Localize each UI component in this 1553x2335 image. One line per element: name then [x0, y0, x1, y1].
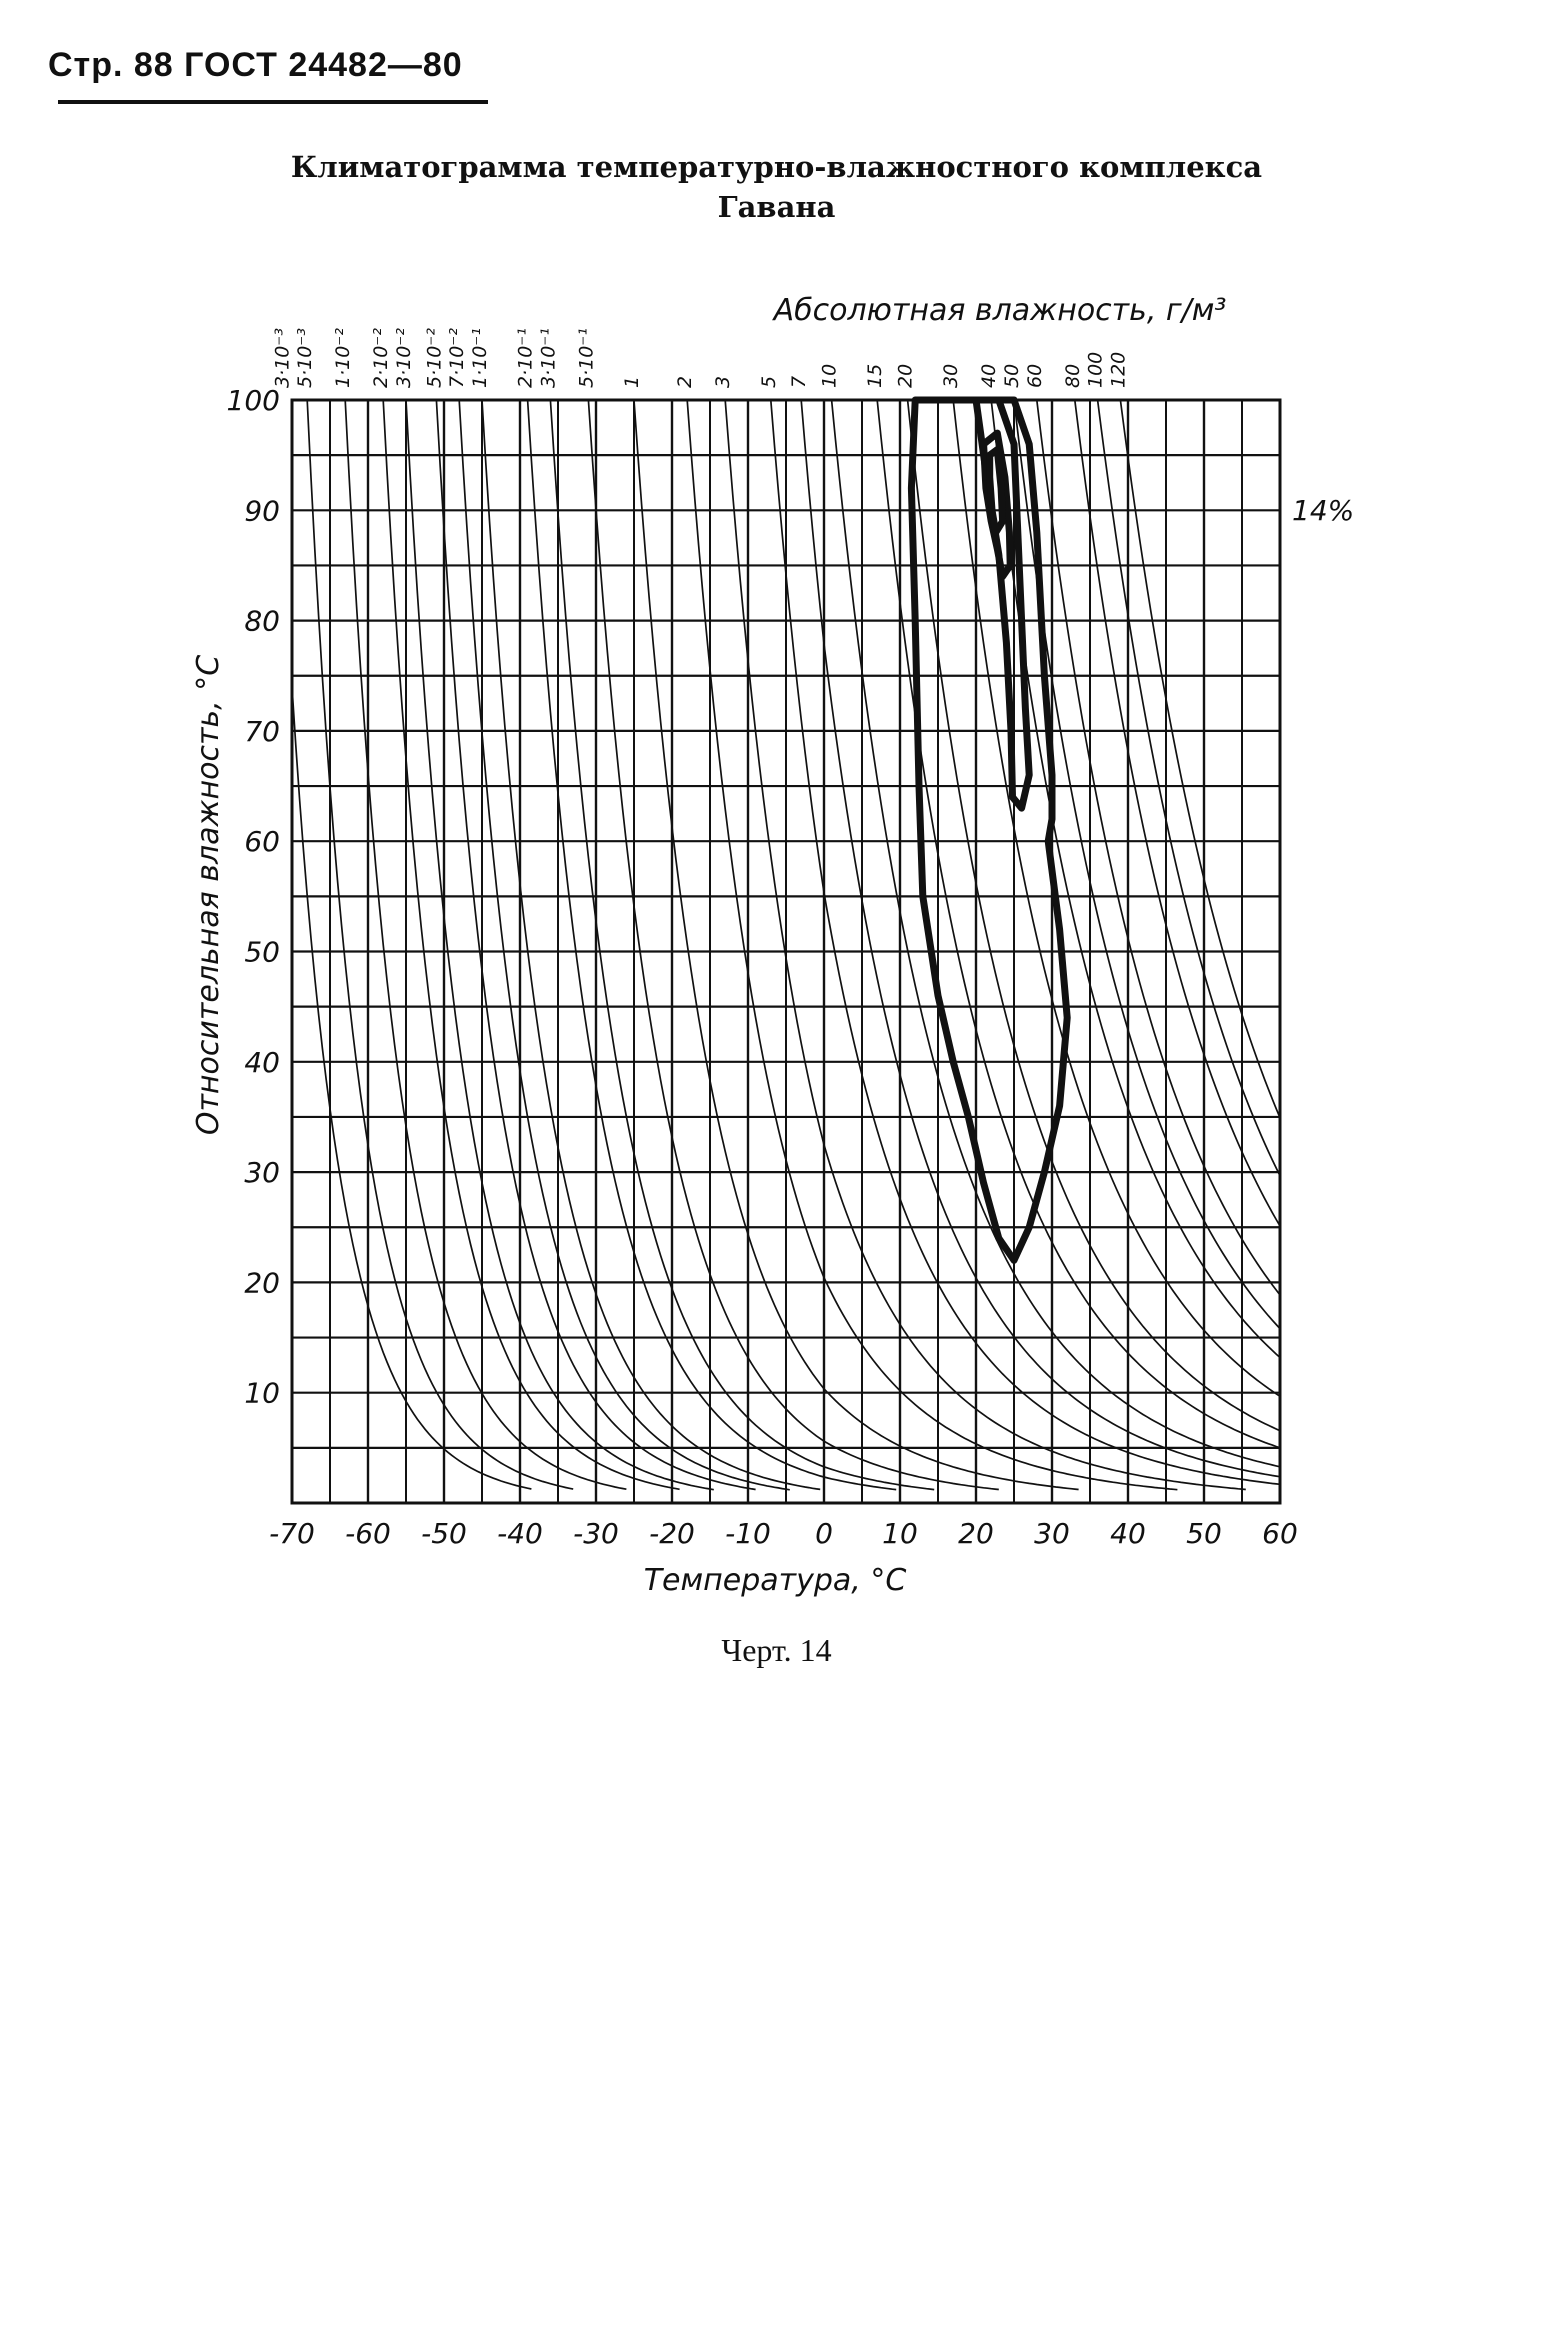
- y-tick-labels: 10 20 30 40 50 60 70 80 90 100: [227, 384, 280, 1410]
- abs-humidity-label: 3·10⁻¹: [537, 328, 559, 388]
- abs-humidity-curve: [1119, 399, 1281, 1119]
- abs-humidity-label: 1·10⁻²: [332, 328, 354, 388]
- plot-frame: [290, 398, 1282, 1505]
- x-tick-label: -40: [497, 1517, 543, 1550]
- abs-humidity-labels: 3·10⁻³ 5·10⁻³ 1·10⁻² 2·10⁻² 3·10⁻² 5·10⁻² 7·10…: [271, 328, 1129, 388]
- chart-title-line2: Гавана: [717, 190, 836, 224]
- x-tick-label: -60: [345, 1517, 391, 1550]
- y-tick-label: 20: [244, 1266, 280, 1299]
- abs-humidity-label: 5·10⁻¹: [575, 328, 597, 388]
- abs-humidity-label: 3·10⁻³: [271, 328, 293, 388]
- abs-humidity-curve: [435, 399, 756, 1491]
- abs-humidity-curve: [800, 399, 1281, 1478]
- abs-humidity-curve: [526, 399, 897, 1491]
- abs-humidity-label: 30: [940, 364, 962, 388]
- chart-title-line1: Климатограмма температурно-влажностного …: [290, 150, 1263, 184]
- abs-humidity-curve: [458, 399, 790, 1491]
- abs-humidity-label: 40: [978, 364, 1000, 388]
- abs-humidity-curve: [952, 399, 1281, 1398]
- abs-humidity-curve: [1073, 399, 1281, 1227]
- abs-humidity-label: 60: [1024, 364, 1046, 388]
- abs-humidity-label: 120: [1107, 352, 1129, 388]
- abs-humidity-curve: [344, 399, 627, 1491]
- x-tick-label: 40: [1110, 1517, 1146, 1550]
- abs-humidity-label: 80: [1062, 364, 1084, 388]
- abs-humidity-curve: [306, 399, 574, 1490]
- x-tick-labels: -70 -60 -50 -40 -30 -20 -10 0 10 20 30 40 50 60: [269, 1517, 1298, 1550]
- abs-humidity-label: 3: [712, 376, 734, 388]
- abs-humidity-label: 15: [864, 364, 886, 388]
- grid: [292, 400, 1280, 1503]
- contour-1: [907, 396, 1071, 1264]
- y-tick-label: 50: [244, 936, 280, 969]
- contour-4: [986, 446, 1007, 536]
- abs-humidity-curve: [1096, 399, 1281, 1177]
- abs-humidity-curve: [587, 399, 999, 1491]
- abs-humidity-label: 20: [895, 364, 917, 388]
- abs-humidity-curve: [382, 399, 680, 1491]
- abs-humidity-label: 50: [1001, 364, 1023, 388]
- abs-humidity-curve: [686, 399, 1178, 1491]
- abs-humidity-label: 5: [758, 376, 780, 388]
- x-tick-label: -30: [573, 1517, 619, 1550]
- abs-humidity-curve: [291, 400, 532, 1490]
- abs-humidity-label: 3·10⁻²: [393, 328, 415, 388]
- abs-humidity-label: 5·10⁻²: [423, 328, 445, 388]
- abs-humidity-curve: [769, 399, 1281, 1486]
- x-tick-label: 50: [1186, 1517, 1222, 1550]
- y-tick-label: 10: [244, 1377, 280, 1410]
- y-tick-label: 90: [244, 494, 280, 527]
- x-tick-label: 60: [1262, 1517, 1298, 1550]
- top-axis-label: Абсолютная влажность, г/м³: [772, 293, 1227, 328]
- abs-humidity-curve: [1035, 399, 1281, 1296]
- abs-humidity-label: 1·10⁻¹: [469, 328, 491, 388]
- y-tick-label: 100: [227, 384, 280, 417]
- y-tick-label: 80: [244, 605, 280, 638]
- x-tick-label: -10: [725, 1517, 771, 1550]
- page-header: Стр. 88 ГОСТ 24482—80: [48, 46, 463, 84]
- contours: [907, 396, 1071, 1264]
- x-tick-label: 10: [882, 1517, 918, 1550]
- abs-humidity-curve: [724, 399, 1246, 1491]
- x-tick-label: 30: [1034, 1517, 1070, 1550]
- x-tick-label: -70: [269, 1517, 315, 1550]
- abs-humidity-curve: [549, 399, 935, 1491]
- abs-humidity-curve: [1013, 399, 1281, 1330]
- abs-humidity-curve: [990, 399, 1281, 1359]
- abs-humidity-label: 2: [674, 376, 696, 388]
- y-axis-label: Относительная влажность, °С: [191, 655, 226, 1135]
- abs-humidity-curve: [633, 399, 1079, 1491]
- abs-humidity-label: 10: [819, 364, 841, 388]
- figure-caption: Черт. 14: [721, 1632, 832, 1668]
- abs-humidity-curve: [876, 399, 1281, 1449]
- x-tick-label: 0: [815, 1517, 833, 1550]
- x-axis-label: Температура, °С: [644, 1563, 907, 1598]
- abs-humidity-label: 1: [621, 376, 643, 388]
- abs-humidity-label: 100: [1085, 352, 1107, 388]
- abs-humidity-label: 2·10⁻²: [370, 328, 392, 388]
- abs-humidity-curve: [405, 399, 714, 1491]
- abs-humidity-curves: [291, 399, 1281, 1491]
- y-tick-label: 30: [244, 1156, 280, 1189]
- side-annotation: 14%: [1292, 494, 1354, 527]
- y-tick-label: 60: [244, 825, 280, 858]
- abs-humidity-label: 7: [788, 376, 810, 388]
- abs-humidity-label: 7·10⁻²: [446, 328, 468, 388]
- abs-humidity-curve: [906, 399, 1281, 1432]
- y-tick-label: 40: [244, 1046, 280, 1079]
- abs-humidity-curve: [481, 399, 821, 1491]
- x-tick-label: -20: [649, 1517, 695, 1550]
- x-tick-label: -50: [421, 1517, 467, 1550]
- abs-humidity-label: 2·10⁻¹: [515, 328, 537, 388]
- abs-humidity-curve: [830, 399, 1281, 1468]
- y-tick-label: 70: [244, 715, 280, 748]
- header-rule: [58, 100, 488, 104]
- x-tick-label: 20: [958, 1517, 994, 1550]
- abs-humidity-label: 5·10⁻³: [294, 328, 316, 388]
